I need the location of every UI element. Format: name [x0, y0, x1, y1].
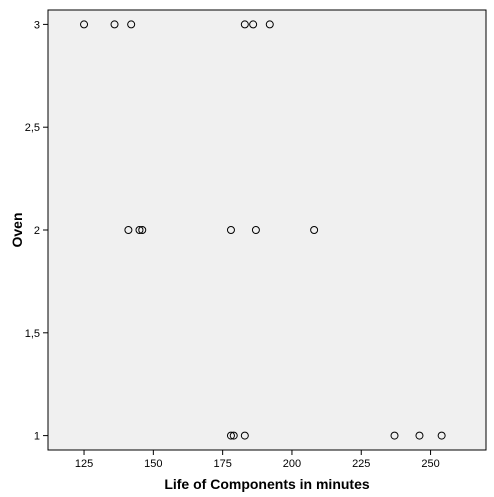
y-axis: 1 1,5 2 2,5 3: [25, 19, 48, 443]
x-tick-label: 200: [283, 458, 301, 470]
y-tick-label: 2: [34, 225, 40, 237]
x-tick-label: 125: [75, 458, 93, 470]
data-point: [415, 431, 424, 440]
data-point: [437, 431, 446, 440]
data-point: [80, 20, 89, 29]
x-tick-label: 175: [213, 458, 231, 470]
data-point: [138, 226, 147, 234]
y-axis-title: Oven: [9, 212, 25, 247]
x-tick-label: 225: [352, 458, 370, 470]
data-point: [251, 226, 260, 234]
data-point: [135, 226, 144, 234]
data-point: [226, 226, 235, 234]
data-point: [390, 431, 399, 440]
data-point: [265, 20, 274, 29]
y-tick-label: 2,5: [25, 122, 40, 134]
data-point: [240, 20, 249, 29]
data-point: [229, 431, 238, 440]
x-axis: 125 150 175 200 225 250: [75, 450, 440, 470]
data-point: [310, 226, 319, 234]
x-tick-label: 250: [421, 458, 439, 470]
plot-area: [47, 9, 487, 451]
data-point: [226, 431, 235, 440]
data-point: [240, 431, 249, 440]
data-point: [124, 226, 133, 234]
data-points: [80, 20, 446, 440]
data-point: [127, 20, 136, 29]
x-axis-title: Life of Components in minutes: [164, 476, 370, 492]
data-point: [110, 20, 119, 29]
x-tick-label: 150: [144, 458, 162, 470]
y-tick-label: 3: [34, 19, 40, 31]
y-tick-label: 1: [34, 431, 40, 443]
data-point: [249, 20, 258, 29]
y-tick-label: 1,5: [25, 328, 40, 340]
